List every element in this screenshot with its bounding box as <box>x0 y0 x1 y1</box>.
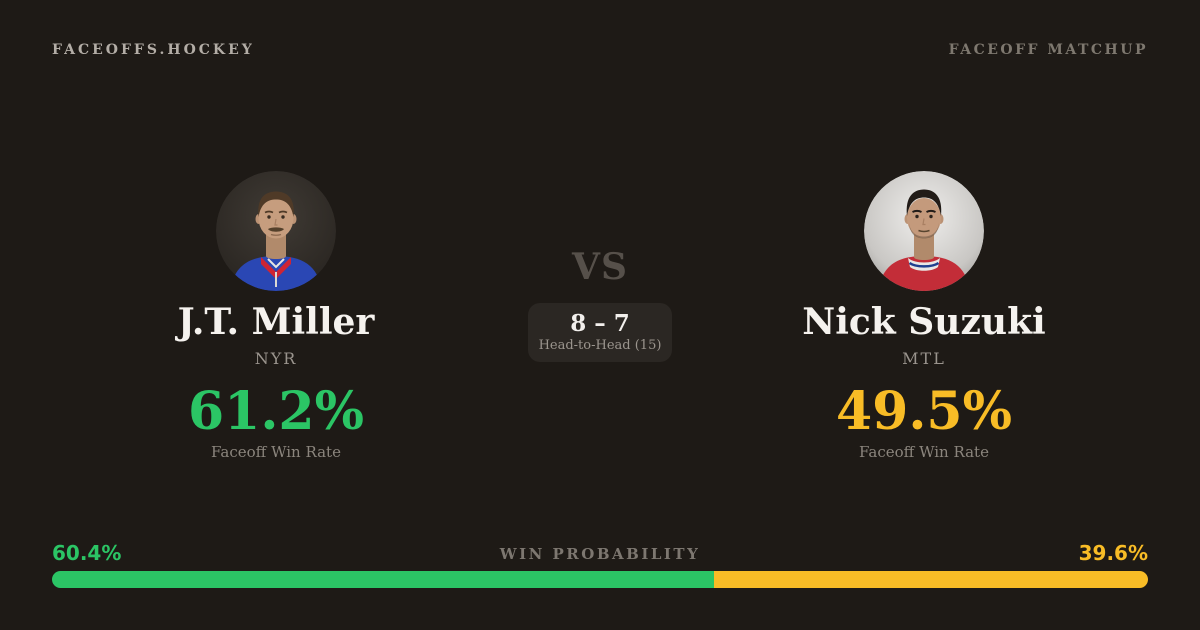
left-player-avatar <box>216 171 336 291</box>
win-probability-left-value: 60.4% <box>52 541 122 565</box>
win-bar-left-segment <box>52 571 714 588</box>
vs-label: VS <box>572 246 628 288</box>
right-player-faceoff-rate: 49.5% <box>835 380 1013 442</box>
left-player-team: NYR <box>254 348 298 368</box>
left-player-section: J.T. Miller NYR 61.2% Faceoff Win Rate <box>96 171 456 461</box>
right-player-name: Nick Suzuki <box>802 301 1046 343</box>
left-player-faceoff-rate: 61.2% <box>187 380 365 442</box>
left-player-rate-label: Faceoff Win Rate <box>211 443 341 462</box>
jt-miller-headshot-icon <box>216 171 336 291</box>
win-probability-right-value: 39.6% <box>1078 541 1148 565</box>
brand-logo-text: FACEOFFS.HOCKEY <box>52 42 255 58</box>
head-to-head-box: 8 – 7 Head-to-Head (15) <box>528 303 672 362</box>
page-title: FACEOFF MATCHUP <box>948 42 1148 58</box>
matchup-center-section: VS 8 – 7 Head-to-Head (15) <box>450 249 750 362</box>
nick-suzuki-headshot-icon <box>864 171 984 291</box>
left-player-name: J.T. Miller <box>177 301 375 343</box>
right-player-section: Nick Suzuki MTL 49.5% Faceoff Win Rate <box>744 171 1104 461</box>
right-player-team: MTL <box>902 348 946 368</box>
win-probability-bar <box>52 571 1148 588</box>
win-bar-right-segment <box>713 571 1148 588</box>
win-probability-label: WIN PROBABILITY <box>499 545 701 563</box>
right-player-avatar <box>864 171 984 291</box>
head-to-head-score: 8 – 7 <box>570 310 630 337</box>
head-to-head-label: Head-to-Head (15) <box>538 338 662 354</box>
right-player-rate-label: Faceoff Win Rate <box>859 443 989 462</box>
